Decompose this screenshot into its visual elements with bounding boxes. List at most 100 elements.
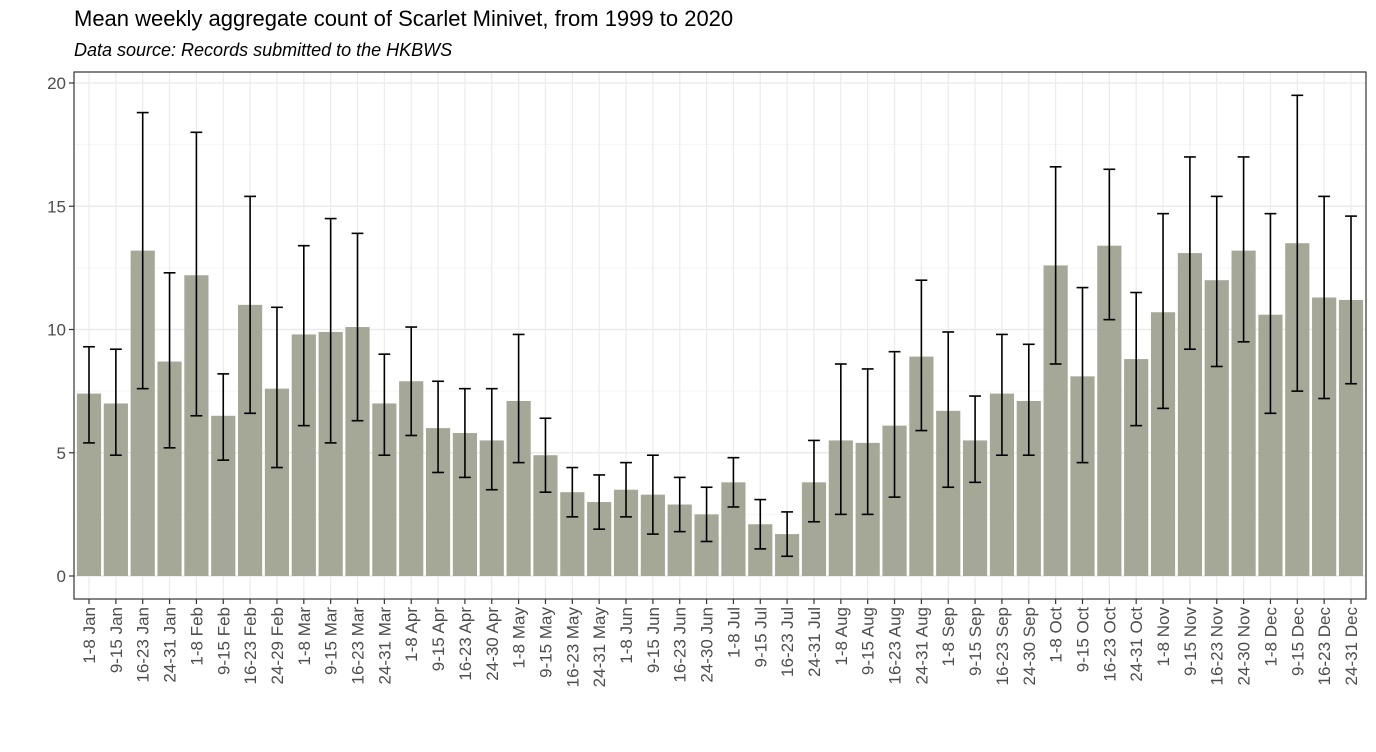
error-bar-16-23-oct xyxy=(1103,168,1116,321)
x-tick-label: 24-31 Dec xyxy=(1342,607,1361,686)
error-bar-24-30-nov xyxy=(1237,156,1250,343)
error-bar-9-15-sep xyxy=(969,395,981,484)
x-tick-label: 1-8 Mar xyxy=(295,607,314,666)
error-bar-16-23-nov xyxy=(1210,195,1223,368)
error-bar-16-23-feb xyxy=(244,195,257,415)
error-bar-1-8-apr xyxy=(405,326,418,437)
error-bar-9-15-dec xyxy=(1291,94,1304,392)
error-bar-1-8-jan xyxy=(83,345,95,444)
error-bar-16-23-jan xyxy=(136,111,149,390)
error-bar-24-31-mar xyxy=(378,353,391,457)
x-tick-label: 16-23 Dec xyxy=(1315,607,1334,686)
chart-title: Mean weekly aggregate count of Scarlet M… xyxy=(74,6,734,31)
x-tick-label: 24-31 Aug xyxy=(912,607,931,685)
x-tick-label: 9-15 Nov xyxy=(1181,607,1200,676)
x-tick-label: 16-23 Mar xyxy=(349,607,368,685)
x-tick-label: 16-23 Aug xyxy=(886,607,905,685)
error-bar-9-15-jun xyxy=(646,454,659,535)
x-tick-label: 9-15 Jan xyxy=(107,607,126,673)
x-tick-label: 9-15 Apr xyxy=(429,607,448,672)
x-tick-label: 1-8 Sep xyxy=(939,607,958,667)
x-tick-label: 1-8 Dec xyxy=(1261,607,1280,667)
chart-subtitle: Data source: Records submitted to the HK… xyxy=(74,40,453,60)
x-tick-label: 24-31 Jul xyxy=(805,607,824,677)
x-tick-label: 9-15 Sep xyxy=(966,607,985,676)
x-tick-label: 24-30 Jun xyxy=(698,607,717,683)
error-bar-16-23-sep xyxy=(996,333,1008,457)
x-tick-label: 1-8 May xyxy=(510,607,529,669)
x-tick-label: 16-23 Jul xyxy=(778,607,797,677)
error-bar-24-30-apr xyxy=(485,387,498,491)
x-tick-label: 16-23 Jun xyxy=(671,607,690,683)
error-bar-24-31-aug xyxy=(915,279,928,432)
x-tick-label: 24-30 Nov xyxy=(1235,607,1254,686)
x-tick-label: 24-31 Mar xyxy=(375,607,394,685)
error-bar-1-8-aug xyxy=(834,363,847,516)
error-bar-16-23-dec xyxy=(1318,195,1331,400)
error-bar-24-30-sep xyxy=(1022,343,1035,457)
x-tick-label: 24-31 May xyxy=(590,607,609,688)
error-bar-24-29-feb xyxy=(271,306,283,469)
error-bar-9-15-oct xyxy=(1076,286,1089,464)
x-tick-label: 1-8 Jan xyxy=(80,607,99,664)
x-tick-label: 9-15 May xyxy=(536,607,555,678)
x-tick-label: 9-15 Oct xyxy=(1073,607,1092,672)
x-tick-label: 16-23 Nov xyxy=(1208,607,1227,686)
error-bar-1-8-sep xyxy=(942,331,955,489)
error-bar-9-15-apr xyxy=(432,380,444,474)
y-axis: 0 5 10 15 20 xyxy=(47,74,74,586)
y-tick-label: 0 xyxy=(57,567,66,586)
x-axis: 1-8 Jan 9-15 Jan 16-23 Jan 24-31 Jan 1-8 Feb… xyxy=(80,599,1361,687)
error-bar-1-8-nov xyxy=(1157,212,1169,410)
error-bar-24-30-jun xyxy=(700,486,713,543)
error-bar-9-15-jan xyxy=(109,348,122,457)
y-tick-label: 5 xyxy=(57,444,66,463)
error-bar-24-31-jul xyxy=(808,439,820,523)
x-tick-label: 24-30 Apr xyxy=(483,607,502,681)
error-bar-1-8-may xyxy=(512,333,525,464)
x-tick-label: 9-15 Aug xyxy=(859,607,878,675)
error-bar-1-8-jun xyxy=(620,461,632,518)
x-tick-label: 9-15 Dec xyxy=(1288,607,1307,676)
error-bar-9-15-jul xyxy=(754,498,767,550)
x-tick-label: 24-30 Sep xyxy=(1020,607,1039,685)
error-bar-16-23-mar xyxy=(351,232,364,422)
x-tick-label: 16-23 May xyxy=(563,607,582,688)
x-tick-label: 1-8 Apr xyxy=(402,607,421,662)
error-bar-1-8-feb xyxy=(190,131,203,417)
error-bar-9-15-nov xyxy=(1183,156,1196,351)
x-tick-label: 1-8 Oct xyxy=(1047,607,1066,663)
error-bar-16-23-aug xyxy=(888,350,901,498)
x-tick-label: 16-23 Sep xyxy=(993,607,1012,685)
plot-border xyxy=(73,71,1367,600)
error-bar-1-8-jul xyxy=(727,456,740,508)
x-tick-label: 24-31 Jan xyxy=(161,607,180,683)
x-tick-label: 1-8 Nov xyxy=(1154,607,1173,667)
y-tick-label: 20 xyxy=(47,74,66,93)
x-tick-label: 1-8 Jun xyxy=(617,607,636,664)
error-bar-24-31-may xyxy=(593,474,606,530)
error-bar-24-31-oct xyxy=(1130,291,1143,427)
x-tick-label: 16-23 Feb xyxy=(241,607,260,685)
error-bar-24-31-dec xyxy=(1345,215,1357,385)
x-tick-label: 24-31 Oct xyxy=(1127,607,1146,682)
x-tick-label: 1-8 Aug xyxy=(832,607,851,666)
x-tick-label: 24-29 Feb xyxy=(268,607,287,685)
y-tick-label: 15 xyxy=(47,197,66,216)
y-tick-label: 10 xyxy=(47,321,66,340)
error-bar-1-8-dec xyxy=(1264,212,1277,415)
plot-panel xyxy=(74,72,1366,599)
error-bar-1-8-oct xyxy=(1049,166,1062,365)
error-bar-16-23-jul xyxy=(781,511,794,558)
error-bar-16-23-jun xyxy=(673,476,686,533)
x-tick-label: 16-23 Oct xyxy=(1100,607,1119,682)
x-tick-label: 1-8 Feb xyxy=(187,607,206,666)
error-bar-16-23-may xyxy=(566,466,579,518)
x-tick-label: 9-15 Feb xyxy=(214,607,233,675)
error-bar-9-15-aug xyxy=(861,368,874,516)
x-tick-label: 9-15 Jul xyxy=(751,607,770,667)
error-bar-24-31-jan xyxy=(163,272,176,449)
error-bar-9-15-feb xyxy=(217,373,230,461)
error-bar-9-15-mar xyxy=(324,217,337,444)
